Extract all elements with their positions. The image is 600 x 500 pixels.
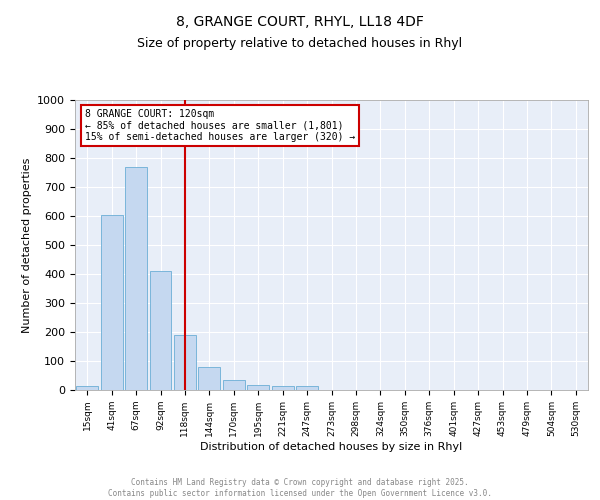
Bar xyxy=(296,386,318,390)
X-axis label: Distribution of detached houses by size in Rhyl: Distribution of detached houses by size … xyxy=(200,442,463,452)
Bar xyxy=(272,386,293,390)
Text: 8, GRANGE COURT, RHYL, LL18 4DF: 8, GRANGE COURT, RHYL, LL18 4DF xyxy=(176,15,424,29)
Text: Size of property relative to detached houses in Rhyl: Size of property relative to detached ho… xyxy=(137,38,463,51)
Bar xyxy=(101,214,122,390)
Bar xyxy=(174,335,196,390)
Bar xyxy=(223,380,245,390)
Bar xyxy=(199,368,220,390)
Text: Contains HM Land Registry data © Crown copyright and database right 2025.
Contai: Contains HM Land Registry data © Crown c… xyxy=(108,478,492,498)
Bar xyxy=(149,271,172,390)
Bar xyxy=(76,386,98,390)
Text: 8 GRANGE COURT: 120sqm
← 85% of detached houses are smaller (1,801)
15% of semi-: 8 GRANGE COURT: 120sqm ← 85% of detached… xyxy=(85,108,356,142)
Bar xyxy=(247,385,269,390)
Bar xyxy=(125,166,147,390)
Y-axis label: Number of detached properties: Number of detached properties xyxy=(22,158,32,332)
